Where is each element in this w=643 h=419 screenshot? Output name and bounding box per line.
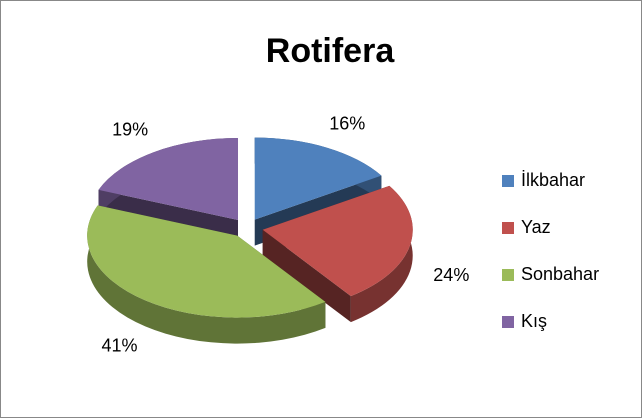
slice-top (262, 185, 413, 297)
legend-label: Yaz (521, 217, 551, 237)
chart-title: Rotifera (266, 32, 396, 70)
slice (262, 185, 413, 323)
slice-wall (350, 185, 413, 323)
legend-swatch (502, 222, 514, 234)
slice-side (262, 229, 351, 323)
legend-label: Sonbahar (521, 264, 599, 284)
data-label: 19% (112, 119, 148, 139)
legend-swatch (502, 269, 514, 281)
legend-label: Kış (521, 311, 547, 331)
legend-swatch (502, 316, 514, 328)
slice-top (87, 205, 326, 318)
slice-top (98, 138, 239, 221)
data-label: 24% (433, 265, 469, 285)
slice-top (254, 137, 382, 220)
legend-swatch (502, 175, 514, 187)
legend-label: İlkbahar (521, 170, 585, 190)
data-label: 16% (329, 114, 365, 134)
data-label: 41% (101, 336, 137, 356)
slice (87, 205, 326, 344)
slice-wall (87, 205, 326, 344)
